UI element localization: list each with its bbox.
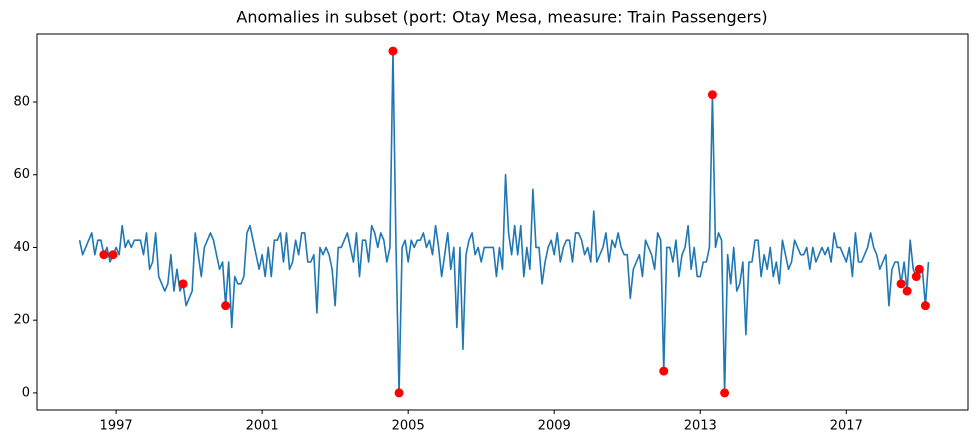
y-tick-label: 40	[13, 240, 30, 255]
y-tick-label: 0	[22, 385, 30, 400]
plot-frame	[36, 33, 969, 411]
anomaly-point	[221, 301, 231, 311]
y-tick-label: 20	[13, 313, 30, 328]
anomaly-point	[911, 272, 921, 282]
anomaly-point	[896, 279, 906, 289]
anomaly-point	[914, 264, 924, 274]
x-tick-label: 1997	[100, 419, 133, 434]
anomaly-point	[388, 46, 398, 56]
chart-title: Anomalies in subset (port: Otay Mesa, me…	[236, 8, 767, 27]
anomaly-point	[108, 250, 118, 260]
y-tick-label: 80	[13, 95, 30, 110]
y-tick-label: 60	[13, 167, 30, 182]
anomaly-point	[178, 279, 188, 289]
anomaly-point	[720, 388, 730, 398]
anomaly-point	[902, 286, 912, 296]
anomaly-point	[707, 90, 717, 100]
series-line	[78, 50, 930, 394]
anomaly-point	[394, 388, 404, 398]
anomaly-point	[659, 366, 669, 376]
x-tick-label: 2013	[684, 419, 717, 434]
x-tick-label: 2017	[830, 419, 863, 434]
anomaly-point	[99, 250, 109, 260]
anomaly-point	[920, 301, 930, 311]
x-tick-label: 2001	[246, 419, 279, 434]
x-tick-label: 2005	[392, 419, 425, 434]
x-tick-label: 2009	[538, 419, 571, 434]
